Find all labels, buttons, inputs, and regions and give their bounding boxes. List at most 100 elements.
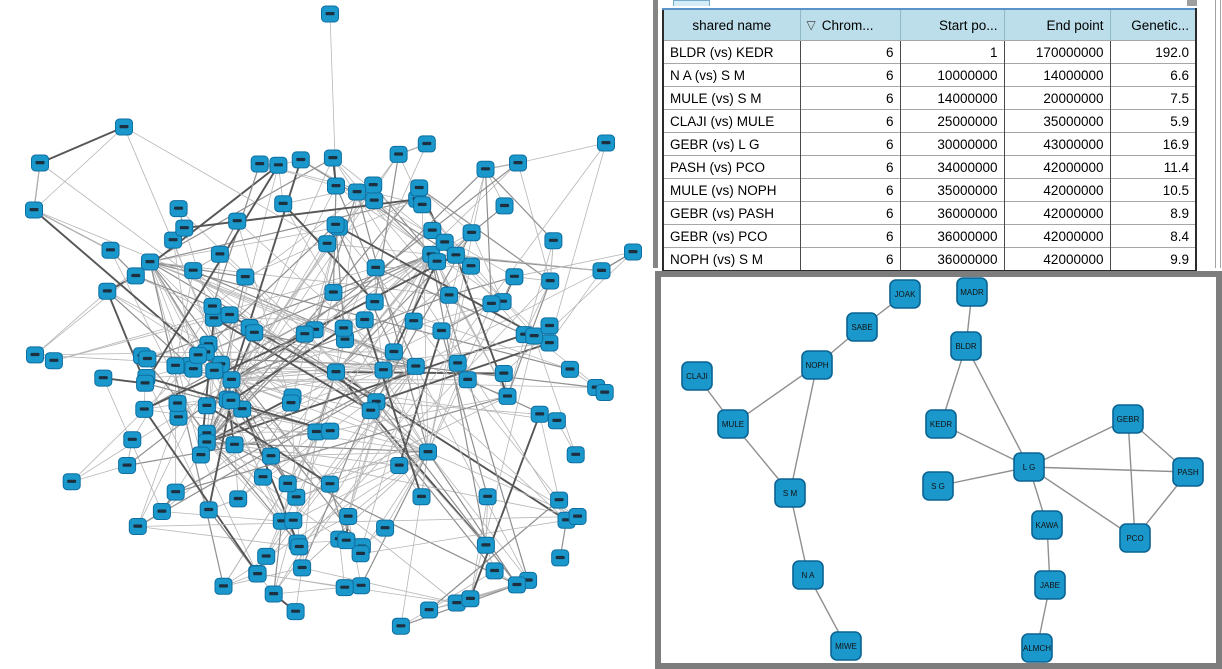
network-node[interactable] (420, 601, 439, 619)
network-node[interactable] (327, 177, 345, 195)
table-row-gebr-vs-pco[interactable]: GEBR (vs) PCO 6 36000000 42000000 8.4 (663, 224, 1196, 248)
network-node[interactable] (462, 257, 480, 275)
network-node[interactable] (214, 577, 233, 595)
table-right-scroll-track[interactable] (1215, 0, 1221, 268)
network-node[interactable] (561, 360, 579, 378)
sub-network-node-noph[interactable]: NOPH (801, 350, 833, 380)
cell-shared-name[interactable]: CLAJI (vs) MULE (663, 109, 800, 133)
network-node[interactable] (262, 447, 280, 465)
cell-end-point[interactable]: 43000000 (1003, 132, 1110, 156)
node-shape[interactable] (1013, 452, 1045, 482)
network-node[interactable] (568, 508, 587, 525)
cell-end-point[interactable]: 42000000 (1003, 247, 1110, 271)
network-node[interactable] (334, 319, 353, 337)
network-node[interactable] (547, 412, 566, 430)
network-node[interactable] (257, 547, 276, 565)
network-node[interactable] (566, 446, 585, 464)
table-row-noph-vs-s-m[interactable]: NOPH (vs) S M 6 36000000 42000000 9.9 (663, 247, 1196, 271)
network-node[interactable] (284, 512, 303, 530)
table-row-mule-vs-s-m[interactable]: MULE (vs) S M 6 14000000 20000000 7.5 (663, 86, 1196, 110)
network-node[interactable] (365, 293, 384, 311)
network-node[interactable] (318, 235, 337, 253)
network-node[interactable] (264, 585, 283, 603)
network-node[interactable] (540, 334, 559, 352)
network-node[interactable] (135, 400, 154, 418)
node-shape[interactable] (922, 471, 954, 501)
network-node[interactable] (435, 233, 454, 251)
cell-genetic[interactable]: 16.9 (1109, 132, 1196, 156)
cell-chrom[interactable]: 6 (799, 132, 900, 156)
network-node[interactable] (324, 283, 343, 301)
network-node[interactable] (250, 155, 269, 173)
table-row-n-a-vs-s-m[interactable]: N A (vs) S M 6 10000000 14000000 6.6 (663, 63, 1196, 87)
network-node[interactable] (404, 312, 423, 330)
network-node[interactable] (476, 536, 495, 554)
network-node[interactable] (550, 491, 569, 509)
network-node[interactable] (184, 262, 203, 280)
network-node[interactable] (339, 508, 358, 525)
node-shape[interactable] (889, 279, 921, 309)
network-node[interactable] (189, 346, 208, 364)
network-node[interactable] (138, 350, 157, 368)
cell-chrom[interactable]: 6 (799, 201, 900, 225)
network-node[interactable] (355, 311, 374, 329)
network-node[interactable] (229, 490, 248, 508)
cell-shared-name[interactable]: N A (vs) S M (663, 63, 800, 87)
sub-network-edge-l-g-gebr[interactable] (1028, 418, 1129, 468)
network-node[interactable] (366, 259, 385, 277)
cell-shared-name[interactable]: MULE (vs) NOPH (663, 178, 800, 202)
cell-genetic[interactable]: 8.9 (1109, 201, 1196, 225)
cell-shared-name[interactable]: GEBR (vs) PCO (663, 224, 800, 248)
network-node[interactable] (592, 262, 611, 280)
network-node[interactable] (191, 446, 210, 464)
cell-genetic[interactable]: 5.9 (1109, 109, 1196, 133)
cell-start-po[interactable]: 36000000 (899, 247, 1004, 271)
network-node[interactable] (419, 443, 437, 461)
network-node[interactable] (166, 357, 185, 375)
cell-chrom[interactable]: 6 (799, 40, 900, 64)
network-node[interactable] (118, 457, 137, 474)
sub-network-node-s-g[interactable]: S G (922, 471, 954, 501)
node-shape[interactable] (1031, 510, 1063, 540)
table-row-pash-vs-pco[interactable]: PASH (vs) PCO 6 34000000 42000000 11.4 (663, 155, 1196, 179)
cell-chrom[interactable]: 6 (799, 224, 900, 248)
network-node[interactable] (199, 501, 218, 519)
network-node[interactable] (184, 360, 203, 378)
filter-sort-icon[interactable]: ▽ (806, 17, 816, 32)
network-node[interactable] (446, 246, 465, 264)
network-node[interactable] (498, 387, 517, 405)
cell-genetic[interactable]: 192.0 (1109, 40, 1196, 64)
network-node[interactable] (361, 402, 380, 420)
node-shape[interactable] (1112, 404, 1144, 434)
network-node[interactable] (530, 405, 549, 423)
network-node[interactable] (540, 317, 559, 335)
network-node[interactable] (410, 179, 429, 197)
network-node[interactable] (448, 354, 467, 372)
cell-genetic[interactable]: 10.5 (1109, 178, 1196, 202)
network-node[interactable] (525, 327, 544, 345)
cell-start-po[interactable]: 10000000 (899, 63, 1004, 87)
network-node[interactable] (293, 559, 312, 577)
table-tab-sliver[interactable] (673, 0, 710, 6)
sub-network-node-n-a[interactable]: N A (792, 560, 824, 590)
sub-network-node-sabe[interactable]: SABE (846, 312, 878, 342)
cell-genetic[interactable]: 8.4 (1109, 224, 1196, 248)
network-node[interactable] (482, 295, 501, 313)
sub-network-edge-l-g-pco[interactable] (1028, 466, 1136, 539)
network-node[interactable] (123, 431, 142, 449)
network-node[interactable] (374, 361, 393, 379)
cell-shared-name[interactable]: PASH (vs) PCO (663, 155, 800, 179)
network-node[interactable] (458, 371, 477, 389)
cell-start-po[interactable]: 14000000 (899, 86, 1004, 110)
network-node[interactable] (462, 224, 481, 242)
cell-chrom[interactable]: 6 (799, 247, 900, 271)
sub-network-edge-gebr-pco[interactable] (1127, 418, 1136, 539)
network-node[interactable] (31, 154, 49, 172)
network-node[interactable] (485, 562, 504, 580)
cell-chrom[interactable]: 6 (799, 109, 900, 133)
sub-network-node-kawa[interactable]: KAWA (1031, 510, 1063, 540)
network-node[interactable] (384, 343, 403, 361)
network-node[interactable] (228, 212, 247, 230)
network-node[interactable] (321, 5, 339, 23)
network-node[interactable] (352, 577, 371, 595)
